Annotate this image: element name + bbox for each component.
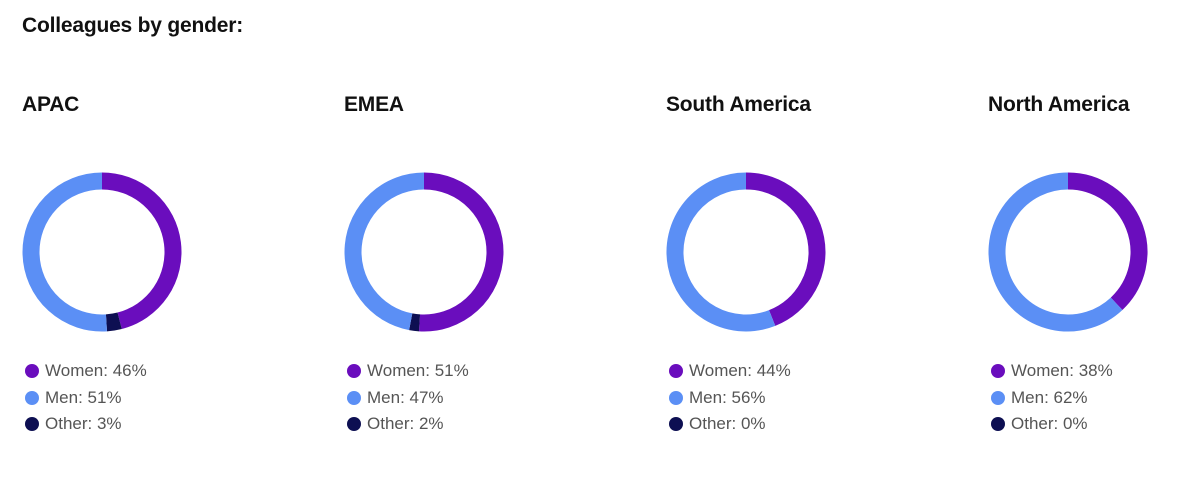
donut-slice-women: [1067, 172, 1148, 310]
donut-slice-men: [988, 172, 1123, 332]
legend-label: Men: 47%: [367, 387, 444, 407]
donut-slice-men: [22, 172, 107, 332]
legend-label: Men: 56%: [689, 387, 766, 407]
legend-item-other: Other: 0%: [991, 411, 1113, 438]
region-title: APAC: [22, 93, 80, 116]
donut-chart: [666, 172, 826, 332]
region-title: South America: [666, 93, 811, 116]
region-title: EMEA: [344, 93, 404, 116]
legend-label: Women: 44%: [689, 361, 791, 381]
donut-slice-men: [344, 172, 425, 331]
legend-swatch-other: [669, 417, 683, 432]
legend: Women: 51% Men: 47% Other: 2%: [347, 358, 469, 438]
legend-swatch-other: [991, 417, 1005, 432]
legend-swatch-women: [669, 364, 683, 379]
legend-item-men: Men: 47%: [347, 385, 469, 412]
donut-slice-men: [666, 172, 776, 332]
donut-chart: [344, 172, 504, 332]
donut-slice-women: [101, 172, 182, 329]
legend-swatch-other: [347, 417, 361, 432]
page-title: Colleagues by gender:: [22, 14, 244, 37]
legend-label: Women: 51%: [367, 361, 469, 381]
region-title: North America: [988, 93, 1130, 116]
legend: Women: 46% Men: 51% Other: 3%: [25, 358, 147, 438]
legend-swatch-women: [347, 364, 361, 379]
legend-item-other: Other: 3%: [25, 411, 147, 438]
legend-swatch-men: [25, 390, 39, 405]
donut-slice-women: [419, 172, 504, 332]
legend-item-women: Women: 44%: [669, 358, 791, 385]
legend-swatch-men: [669, 390, 683, 405]
legend-label: Men: 62%: [1011, 387, 1088, 407]
donut-slice-other: [105, 312, 122, 332]
legend-label: Other: 2%: [367, 414, 444, 434]
donut-chart: [22, 172, 182, 332]
region-chart-north-america: North America Women: 38% Men: 62% Other:…: [988, 92, 1185, 433]
legend-swatch-men: [991, 390, 1005, 405]
legend-label: Women: 38%: [1011, 361, 1113, 381]
legend-label: Other: 0%: [689, 414, 766, 434]
legend: Women: 38% Men: 62% Other: 0%: [991, 358, 1113, 438]
legend-item-women: Women: 38%: [991, 358, 1113, 385]
legend-swatch-other: [25, 417, 39, 432]
region-chart-apac: APAC Women: 46% Men: 51% Other: 3%: [22, 92, 262, 433]
donut-chart: [988, 172, 1148, 332]
legend-label: Women: 46%: [45, 361, 147, 381]
legend-item-women: Women: 46%: [25, 358, 147, 385]
legend-item-other: Other: 0%: [669, 411, 791, 438]
legend-label: Men: 51%: [45, 387, 122, 407]
donut-slice-other: [409, 313, 421, 332]
donut-slice-women: [745, 172, 826, 326]
legend-item-men: Men: 56%: [669, 385, 791, 412]
legend-label: Other: 3%: [45, 414, 122, 434]
legend-item-men: Men: 51%: [25, 385, 147, 412]
legend-item-women: Women: 51%: [347, 358, 469, 385]
legend-swatch-women: [25, 364, 39, 379]
legend-item-men: Men: 62%: [991, 385, 1113, 412]
legend-swatch-men: [347, 390, 361, 405]
legend: Women: 44% Men: 56% Other: 0%: [669, 358, 791, 438]
legend-label: Other: 0%: [1011, 414, 1088, 434]
legend-item-other: Other: 2%: [347, 411, 469, 438]
region-chart-south-america: South America Women: 44% Men: 56% Other:…: [666, 92, 906, 433]
region-chart-emea: EMEA Women: 51% Men: 47% Other: 2%: [344, 92, 584, 433]
legend-swatch-women: [991, 364, 1005, 379]
